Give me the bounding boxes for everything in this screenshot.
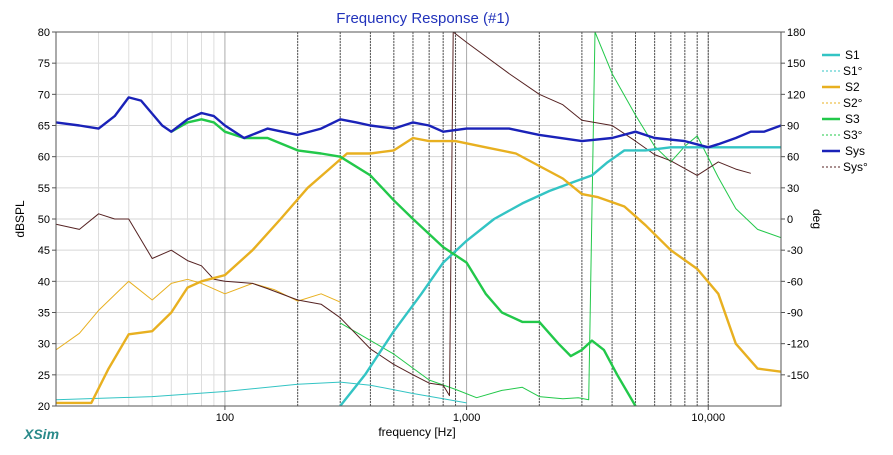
legend-label: S2 xyxy=(845,80,860,94)
series-layer xyxy=(56,32,781,406)
y2-tick-label: -150 xyxy=(787,370,809,382)
legend-item[interactable]: S1° xyxy=(822,64,863,78)
y2-tick-label: 90 xyxy=(787,121,799,133)
series-line-s1-phase xyxy=(56,381,467,404)
legend: S1 S1° S2 S2° S3 S3° Sys Sys° xyxy=(822,48,868,174)
y-tick-label: 70 xyxy=(38,89,50,101)
y-tick-label: 35 xyxy=(38,308,50,320)
series-line-sys xyxy=(56,96,781,149)
y2-tick-label: -90 xyxy=(787,308,803,320)
legend-item[interactable]: S3 xyxy=(822,112,860,126)
y2-tick-label: -120 xyxy=(787,339,809,351)
y2-tick-label: -30 xyxy=(787,245,803,257)
vertical-markers xyxy=(297,32,709,406)
legend-label: S1° xyxy=(843,64,863,78)
y2-tick-label: 120 xyxy=(787,89,805,101)
y-tick-label: 55 xyxy=(38,183,50,195)
series-line-s2-phase xyxy=(56,278,341,351)
legend-label: Sys° xyxy=(843,160,868,174)
y-tick-label: 60 xyxy=(38,152,50,164)
series-line-s3 xyxy=(170,118,637,406)
legend-item[interactable]: Sys xyxy=(822,144,865,158)
x-tick-label: 10,000 xyxy=(691,412,725,424)
y-tick-label: 75 xyxy=(38,58,50,70)
y-tick-label: 25 xyxy=(38,370,50,382)
y2-tick-label: 180 xyxy=(787,27,805,39)
legend-label: Sys xyxy=(845,144,865,158)
x-axis-ticks: 100 1,000 10,000 xyxy=(216,406,725,424)
y-tick-label: 20 xyxy=(38,401,50,413)
chart-title: Frequency Response (#1) xyxy=(336,10,509,27)
y-tick-label: 65 xyxy=(38,121,50,133)
y2-tick-label: 60 xyxy=(787,152,799,164)
legend-label: S2° xyxy=(843,96,863,110)
xsim-brand: XSim xyxy=(24,426,60,442)
left-axis-ticks: 20 25 30 35 40 45 50 55 60 65 70 75 80 xyxy=(38,27,56,413)
y-tick-label: 45 xyxy=(38,245,50,257)
legend-label: S1 xyxy=(845,48,860,62)
y2-axis-label: deg xyxy=(810,209,824,229)
right-axis-ticks: 180 150 120 90 60 30 0 -30 -60 -90 -120 -150 xyxy=(781,27,809,382)
legend-item[interactable]: S2° xyxy=(822,96,863,110)
legend-item[interactable]: S3° xyxy=(822,128,863,142)
legend-item[interactable]: S1 xyxy=(822,48,860,62)
y2-tick-label: 150 xyxy=(787,58,805,70)
legend-item[interactable]: Sys° xyxy=(822,160,868,174)
y-tick-label: 80 xyxy=(38,27,50,39)
series-line-sys-phase xyxy=(56,32,751,397)
grid xyxy=(55,31,782,407)
y-tick-label: 30 xyxy=(38,339,50,351)
y2-tick-label: -60 xyxy=(787,276,803,288)
y-tick-label: 40 xyxy=(38,276,50,288)
y-tick-label: 50 xyxy=(38,214,50,226)
legend-label: S3 xyxy=(845,112,860,126)
x-tick-label: 1,000 xyxy=(453,412,481,424)
y2-tick-label: 30 xyxy=(787,183,799,195)
x-axis-label: frequency [Hz] xyxy=(378,425,455,439)
y-axis-label: dBSPL xyxy=(13,200,27,238)
legend-label: S3° xyxy=(843,128,863,142)
x-tick-label: 100 xyxy=(216,412,234,424)
series-line-s1 xyxy=(339,146,781,406)
series-line-s3-phase xyxy=(339,32,781,401)
legend-item[interactable]: S2 xyxy=(822,80,860,94)
y2-tick-label: 0 xyxy=(787,214,793,226)
series-line-s2 xyxy=(56,136,781,405)
